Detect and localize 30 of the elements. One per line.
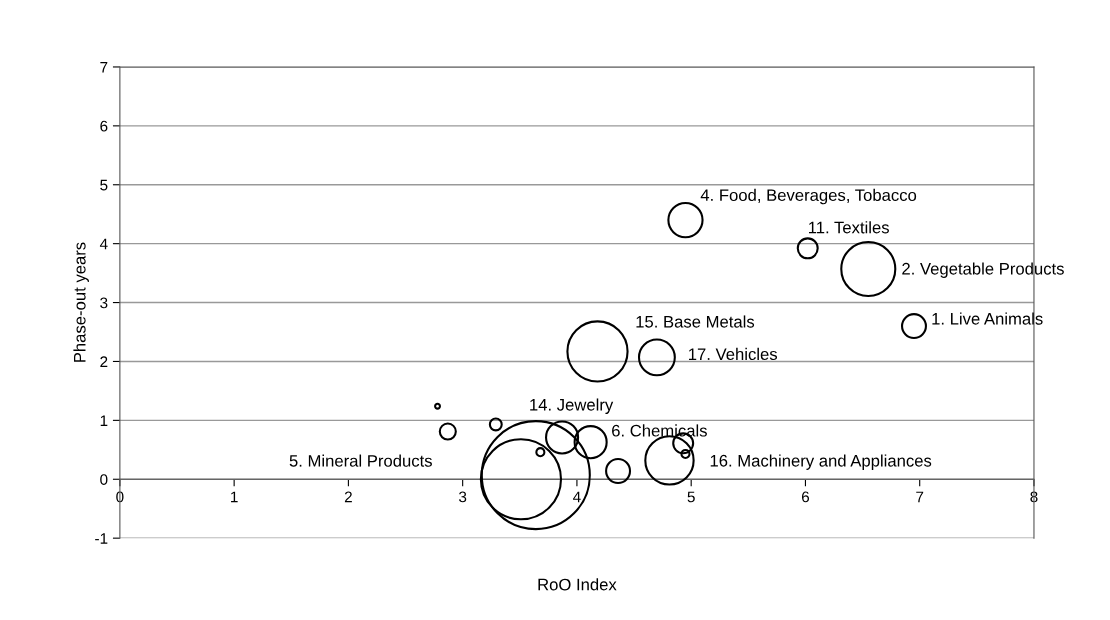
annotation: 11. Textiles	[809, 221, 889, 234]
annotation: 1. Live Animals	[932, 312, 1043, 325]
annotation: 14. Jewelry	[530, 398, 614, 414]
annotation: 6. Chemicals	[612, 424, 707, 437]
y-tick-label: 3	[100, 297, 108, 309]
annotation: 5. Mineral Products	[289, 454, 432, 467]
x-tick-label: 8	[1030, 491, 1038, 503]
x-tick-label: 4	[573, 491, 581, 503]
y-tick-label: 1	[100, 415, 108, 426]
x-tick-label: 6	[801, 491, 810, 503]
y-tick-label: 7	[100, 61, 108, 73]
y-tick-label: 4	[99, 238, 108, 250]
y-tick-label: 0	[100, 474, 108, 485]
x-tick-label: 0	[116, 491, 124, 503]
x-tick-label: 2	[344, 491, 352, 503]
x-tick-label: 1	[231, 491, 238, 503]
y-tick-label: 2	[100, 356, 108, 367]
x-tick-label: 3	[459, 491, 467, 503]
y-axis-title: Phase-out years	[73, 242, 89, 362]
annotation: 16. Machinery and Appliances	[710, 454, 932, 470]
annotation: 17. Vehicles	[689, 347, 778, 361]
y-tick-label: -1	[95, 533, 108, 544]
x-tick-label: 7	[916, 491, 924, 503]
x-axis-title: RoO Index	[538, 578, 617, 591]
annotation: 15. Base Metals	[636, 315, 755, 328]
y-tick-label: 5	[100, 179, 108, 191]
annotation: 4. Food, Beverages, Tobacco	[700, 188, 917, 205]
y-tick-label: 6	[100, 120, 108, 132]
annotation: 2. Vegetable Products	[902, 262, 1064, 278]
x-tick-label: 5	[687, 491, 695, 503]
